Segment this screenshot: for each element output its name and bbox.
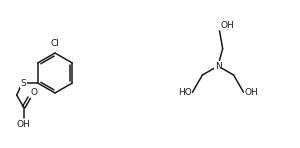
Text: S: S (21, 78, 27, 87)
Text: OH: OH (220, 21, 234, 30)
Text: OH: OH (17, 120, 31, 129)
Text: OH: OH (244, 88, 258, 97)
Text: Cl: Cl (51, 39, 59, 48)
Text: O: O (30, 88, 37, 97)
Text: HO: HO (178, 88, 191, 97)
Text: N: N (214, 62, 221, 70)
